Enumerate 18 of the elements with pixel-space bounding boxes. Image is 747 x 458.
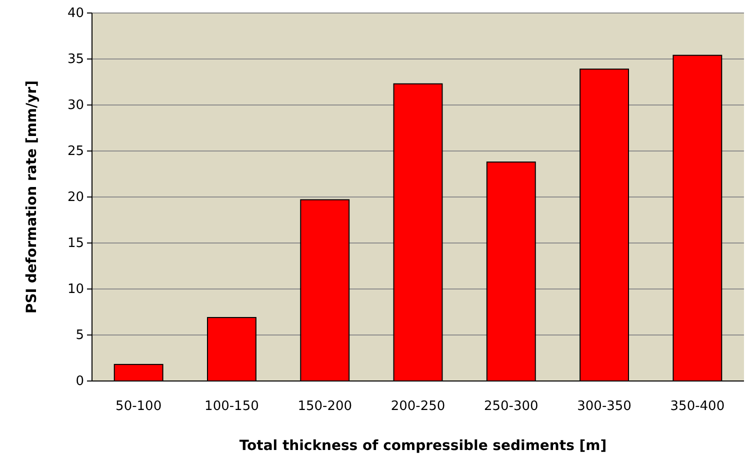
x-tick-label: 50-100: [116, 399, 162, 414]
y-axis-title: PSI deformation rate [mm/yr]: [24, 80, 40, 314]
x-tick-label: 250-300: [484, 399, 538, 414]
x-axis-title: Total thickness of compressible sediments [m]: [239, 438, 607, 454]
x-tick-label: 350-400: [670, 399, 725, 414]
y-tick-label: 0: [76, 374, 84, 390]
y-tick-label: 40: [67, 6, 84, 22]
y-tick-label: 20: [67, 190, 84, 206]
y-tick-label: 30: [67, 98, 84, 114]
y-tick-label: 25: [67, 144, 84, 160]
y-tick-label: 35: [67, 52, 84, 68]
x-tick-label: 100-150: [204, 399, 259, 414]
y-tick-label: 15: [67, 236, 84, 252]
y-tick-label: 5: [76, 328, 84, 344]
x-tick-label: 150-200: [298, 399, 352, 414]
x-tick-label: 200-250: [390, 399, 446, 414]
y-tick-label: 10: [67, 282, 84, 298]
x-tick-label: 300-350: [577, 399, 632, 414]
